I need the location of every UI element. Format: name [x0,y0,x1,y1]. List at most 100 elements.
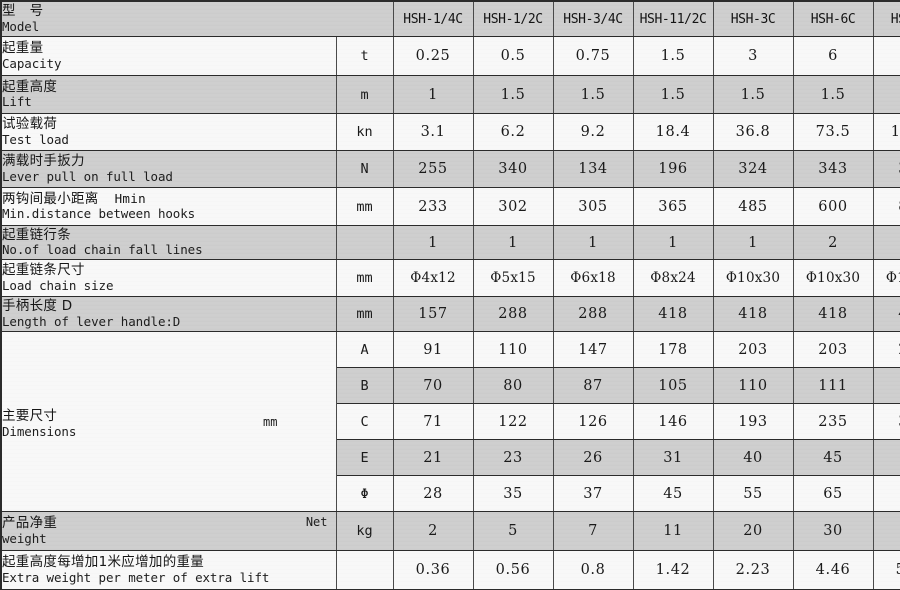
cell-dimension-a-5: 203 [713,331,794,368]
cell-net-weight-3: 7 [553,511,634,551]
dimensions-group-text: 主要尺寸 Dimensions [2,404,76,439]
cell-dimension-b-1: 70 [393,367,474,404]
cell-capacity-3: 0.75 [553,36,634,76]
cell-dimension-e-6: 45 [793,439,874,476]
cell-capacity-1: 0.25 [393,36,474,76]
cell-lift-2: 1.5 [473,75,554,114]
table-row-dimension-e: E 21 23 26 31 40 45 57 [1,439,900,476]
cell-dimension-c-4: 146 [633,403,714,440]
cell-dimension-a-6: 203 [793,331,874,368]
row-label-load-chain-size-cn: 起重链条尺寸 [2,262,85,279]
row-label-net-weight-corner: Net [305,515,328,529]
row-unit-extra-weight [336,550,394,590]
cell-dimension-e-5: 40 [713,439,794,476]
cell-lever-pull-1: 255 [393,150,474,188]
cell-lift-5: 1.5 [713,75,794,114]
cell-test-load-5: 36.8 [713,113,794,151]
cell-lever-pull-6: 343 [793,150,874,188]
cell-dimension-a-3: 147 [553,331,634,368]
cell-extra-weight-4: 1.42 [633,550,714,590]
cell-net-weight-2: 5 [473,511,554,551]
row-label-extra-weight-en: Extra weight per meter of extra lift [2,569,270,585]
cell-net-weight-1: 2 [393,511,474,551]
table-row-dimension-b: B 70 80 87 105 110 111 110 [1,367,900,404]
row-unit-chain-fall-lines [336,225,394,260]
cell-chain-fall-lines-3: 1 [553,225,634,260]
cell-lift-4: 1.5 [633,75,714,114]
cell-dimension-e-3: 26 [553,439,634,476]
cell-min-hook-distance-2: 302 [473,187,554,226]
cell-dimension-e-4: 31 [633,439,714,476]
cell-dimension-a-4: 178 [633,331,714,368]
cell-dimension-e-2: 23 [473,439,554,476]
cell-chain-fall-lines-1: 1 [393,225,474,260]
cell-extra-weight-2: 0.56 [473,550,554,590]
dimension-key-phi: Φ [336,475,394,512]
cell-load-chain-size-5: Φ10x30 [713,259,794,297]
model-column-header-2: HSH-1/2C [473,1,554,37]
model-column-header-5: HSH-3C [713,1,794,37]
dimensions-group-label: 主要尺寸 Dimensions mm [1,331,337,512]
cell-lever-handle-length-6: 418 [793,296,874,332]
model-column-header-6: HSH-6C [793,1,874,37]
row-label-extra-weight: 起重高度每增加1米应增加的重量 Extra weight per meter o… [1,550,337,590]
model-column-header-1: HSH-1/4C [393,1,474,37]
row-label-lever-handle-length: 手柄长度 D Length of lever handle:D [1,296,337,332]
cell-load-chain-size-1: Φ4x12 [393,259,474,297]
cell-capacity-6: 6 [793,36,874,76]
row-label-net-weight: 产品净重 weight Net [1,511,337,551]
row-label-load-chain-size: 起重链条尺寸 Load chain size [1,259,337,297]
row-unit-net-weight: kg [336,511,394,551]
dimension-key-c: C [336,403,394,440]
dimension-key-b: B [336,367,394,404]
cell-dimension-b-4: 105 [633,367,714,404]
model-column-header-4: HSH-11/2C [633,1,714,37]
cell-chain-fall-lines-2: 1 [473,225,554,260]
row-label-capacity: 起重量 Capacity [1,36,337,76]
row-label-min-hook-distance: 两钩间最小距离 Hmin Min.distance between hooks [1,187,337,226]
cell-min-hook-distance-6: 600 [793,187,874,226]
table-row-dimension-phi: Φ 28 35 37 45 55 65 85 [1,475,900,512]
cell-dimension-c-7: 337 [873,403,900,440]
row-label-capacity-cn: 起重量 [2,40,44,57]
row-unit-min-hook-distance: mm [336,187,394,226]
table-row-lever-pull: 满载时手扳力 Lever pull on full load N 255 340… [1,150,900,188]
row-label-lever-handle-length-en: Length of lever handle:D [2,313,181,329]
row-unit-test-load: kn [336,113,394,151]
cell-capacity-7: 9 [873,36,900,76]
cell-extra-weight-5: 2.23 [713,550,794,590]
cell-dimension-b-5: 110 [713,367,794,404]
cell-dimension-c-6: 235 [793,403,874,440]
table-row-lift: 起重高度 Lift m 1 1.5 1.5 1.5 1.5 1.5 1.5 [1,75,900,114]
header-model-label-cn: 型 号 [2,3,44,20]
row-unit-lever-pull: N [336,150,394,188]
cell-dimension-b-3: 87 [553,367,634,404]
cell-dimension-phi-1: 28 [393,475,474,512]
cell-lift-3: 1.5 [553,75,634,114]
table-row-dimension-a: 主要尺寸 Dimensions mm A 91 110 147 178 203 … [1,331,900,512]
cell-dimension-c-3: 126 [553,403,634,440]
cell-lever-handle-length-1: 157 [393,296,474,332]
cell-chain-fall-lines-5: 1 [713,225,794,260]
cell-dimension-a-7: 203 [873,331,900,368]
cell-min-hook-distance-3: 305 [553,187,634,226]
row-unit-lever-handle-length: mm [336,296,394,332]
cell-lift-7: 1.5 [873,75,900,114]
cell-dimension-b-6: 111 [793,367,874,404]
cell-test-load-3: 9.2 [553,113,634,151]
cell-lever-handle-length-3: 288 [553,296,634,332]
cell-load-chain-size-4: Φ8x24 [633,259,714,297]
dimension-key-e: E [336,439,394,476]
cell-min-hook-distance-1: 233 [393,187,474,226]
row-label-lever-handle-length-cn: 手柄长度 D [2,298,73,315]
cell-min-hook-distance-7: 800 [873,187,900,226]
row-label-min-hook-distance-en: Min.distance between hooks [2,206,196,222]
row-unit-lift: m [336,75,394,114]
cell-lever-handle-length-2: 288 [473,296,554,332]
row-label-chain-fall-lines-cn: 起重链行条 [2,226,71,243]
cell-lever-pull-4: 196 [633,150,714,188]
cell-net-weight-5: 20 [713,511,794,551]
cell-lever-handle-length-4: 418 [633,296,714,332]
row-unit-load-chain-size: mm [336,259,394,297]
